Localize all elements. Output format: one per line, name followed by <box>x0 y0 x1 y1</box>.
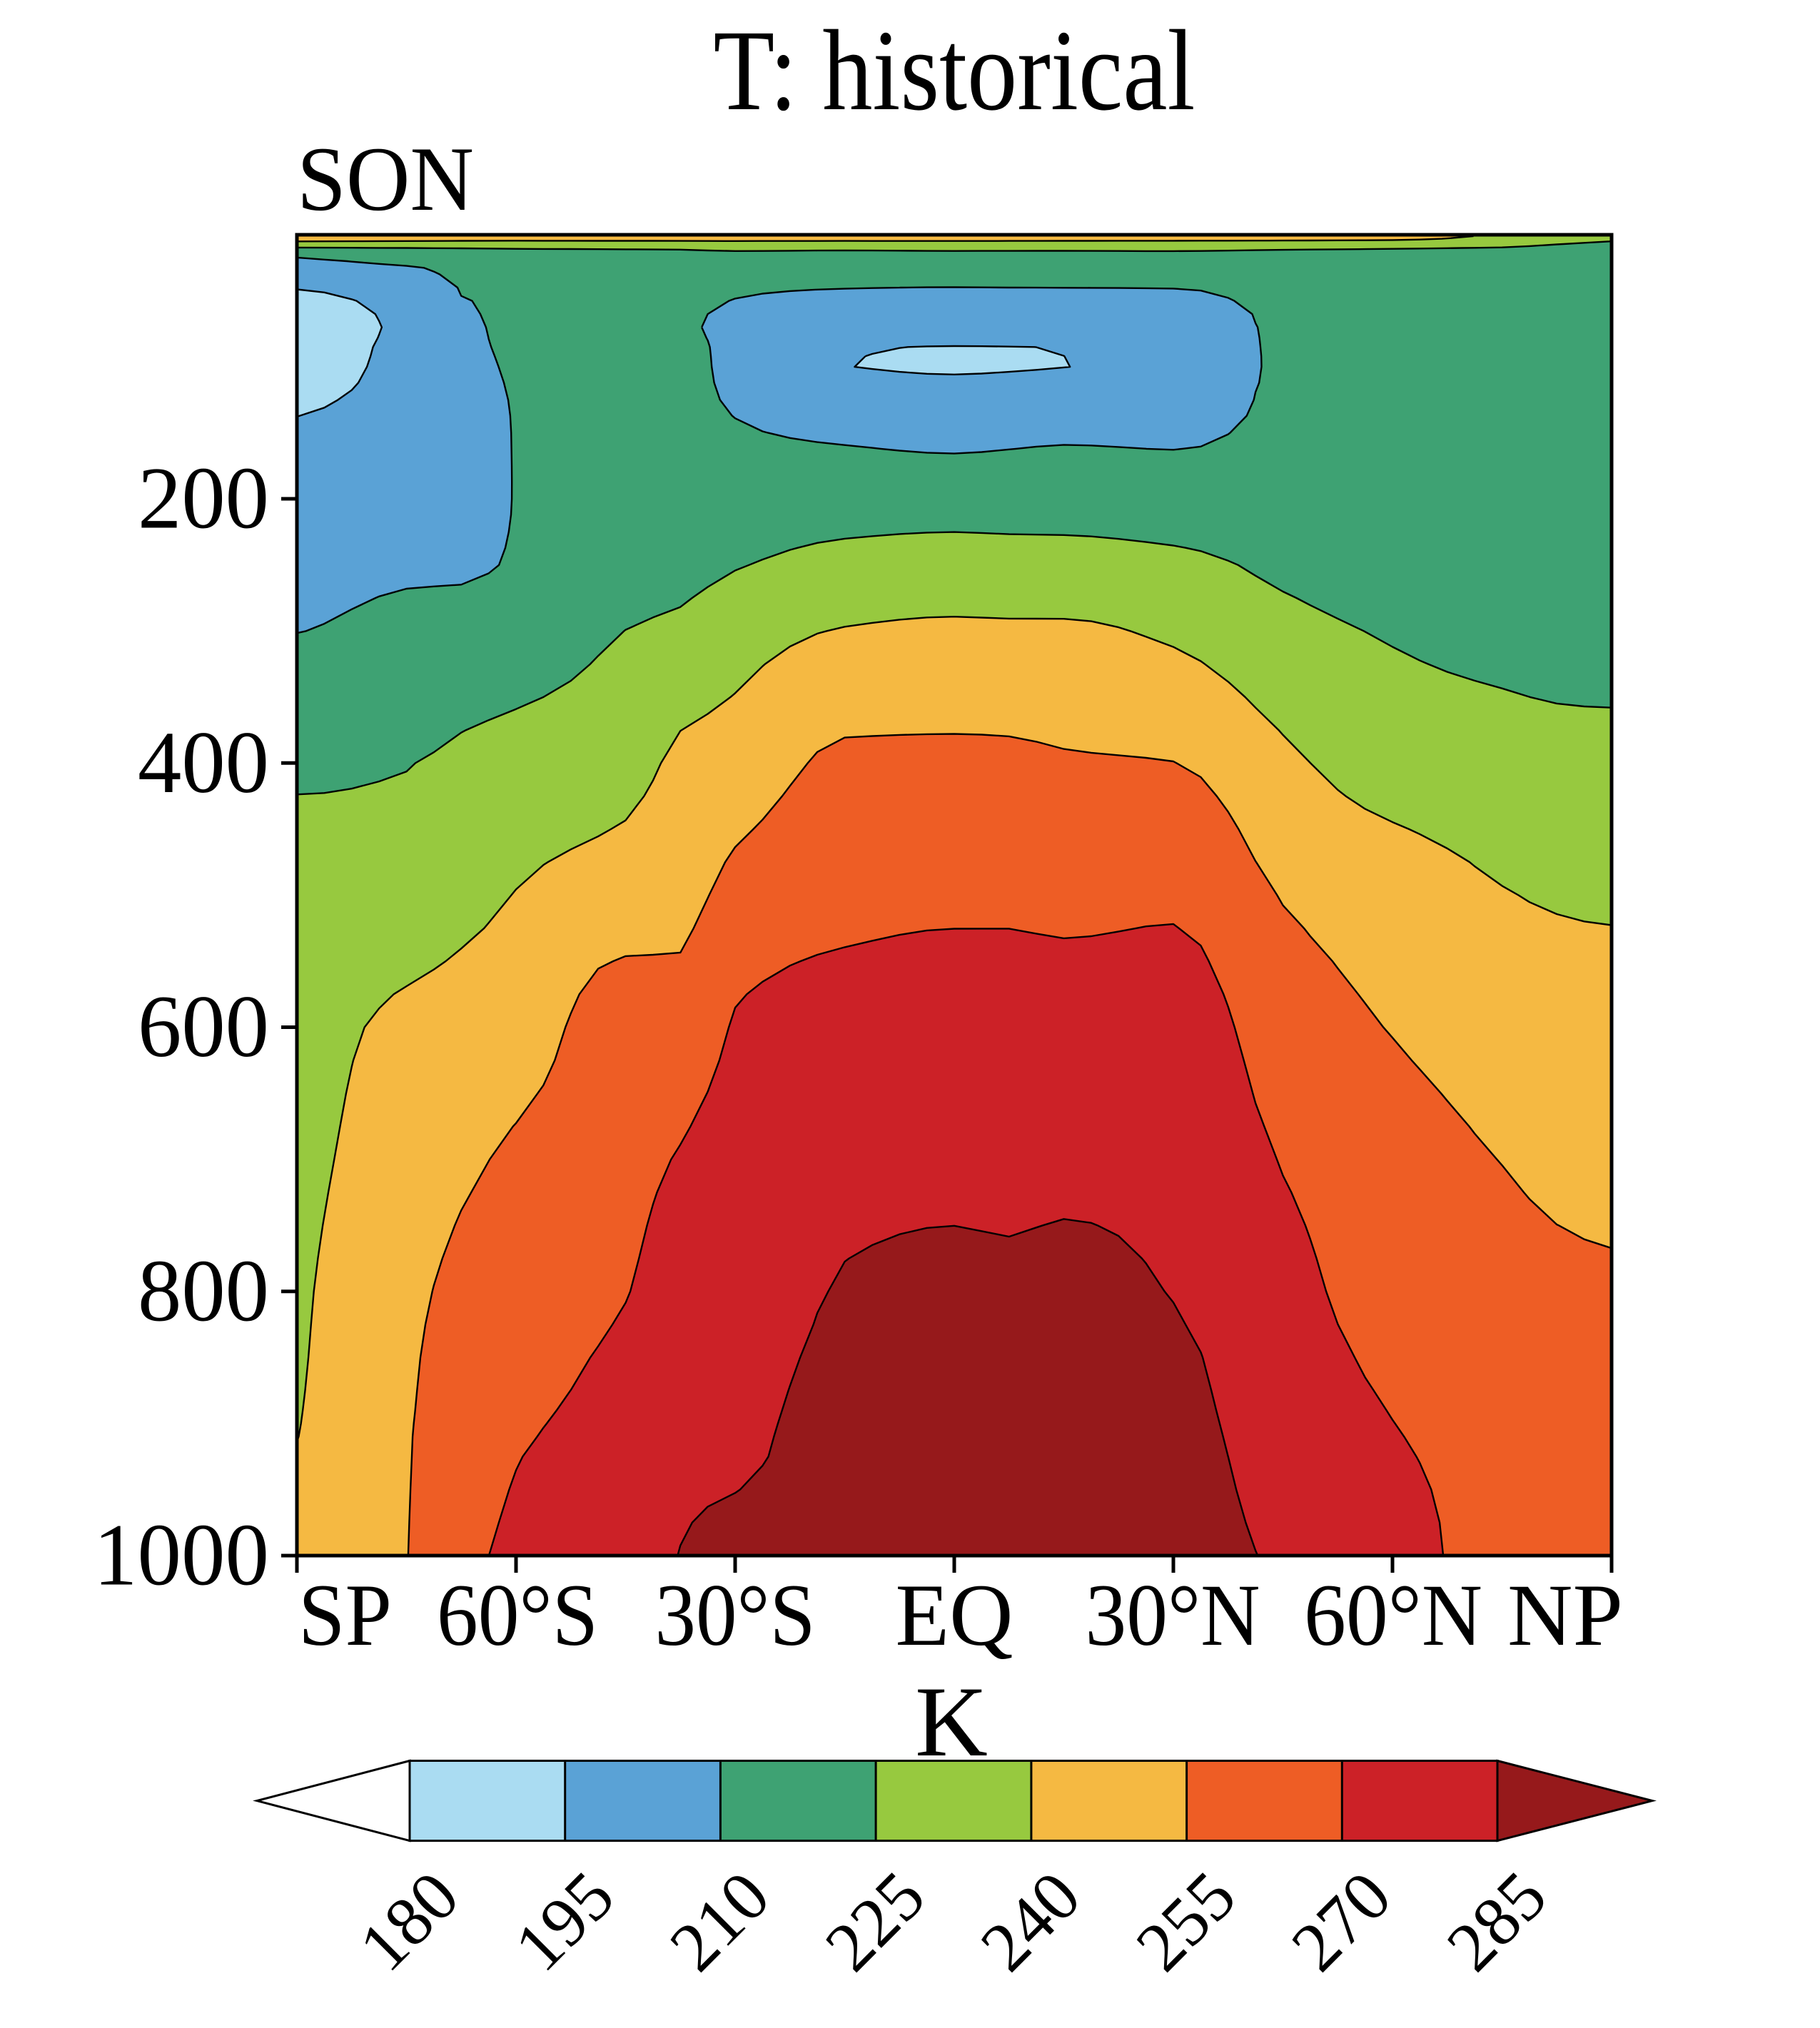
svg-text:NP: NP <box>1507 1566 1623 1664</box>
svg-text:200: 200 <box>138 450 269 547</box>
svg-text:SP: SP <box>298 1566 392 1664</box>
svg-text:30°S: 30°S <box>655 1566 816 1664</box>
svg-text:SON: SON <box>297 128 474 230</box>
svg-text:400: 400 <box>138 714 269 811</box>
svg-text:600: 600 <box>138 978 269 1075</box>
svg-text:EQ: EQ <box>896 1566 1013 1664</box>
svg-text:1000: 1000 <box>93 1506 269 1604</box>
svg-text:30°N: 30°N <box>1086 1566 1260 1664</box>
svg-text:T: historical: T: historical <box>714 7 1195 135</box>
svg-text:K: K <box>915 1666 988 1778</box>
svg-text:60°S: 60°S <box>437 1566 598 1664</box>
svg-text:60°N: 60°N <box>1304 1566 1482 1664</box>
svg-text:800: 800 <box>138 1242 269 1339</box>
